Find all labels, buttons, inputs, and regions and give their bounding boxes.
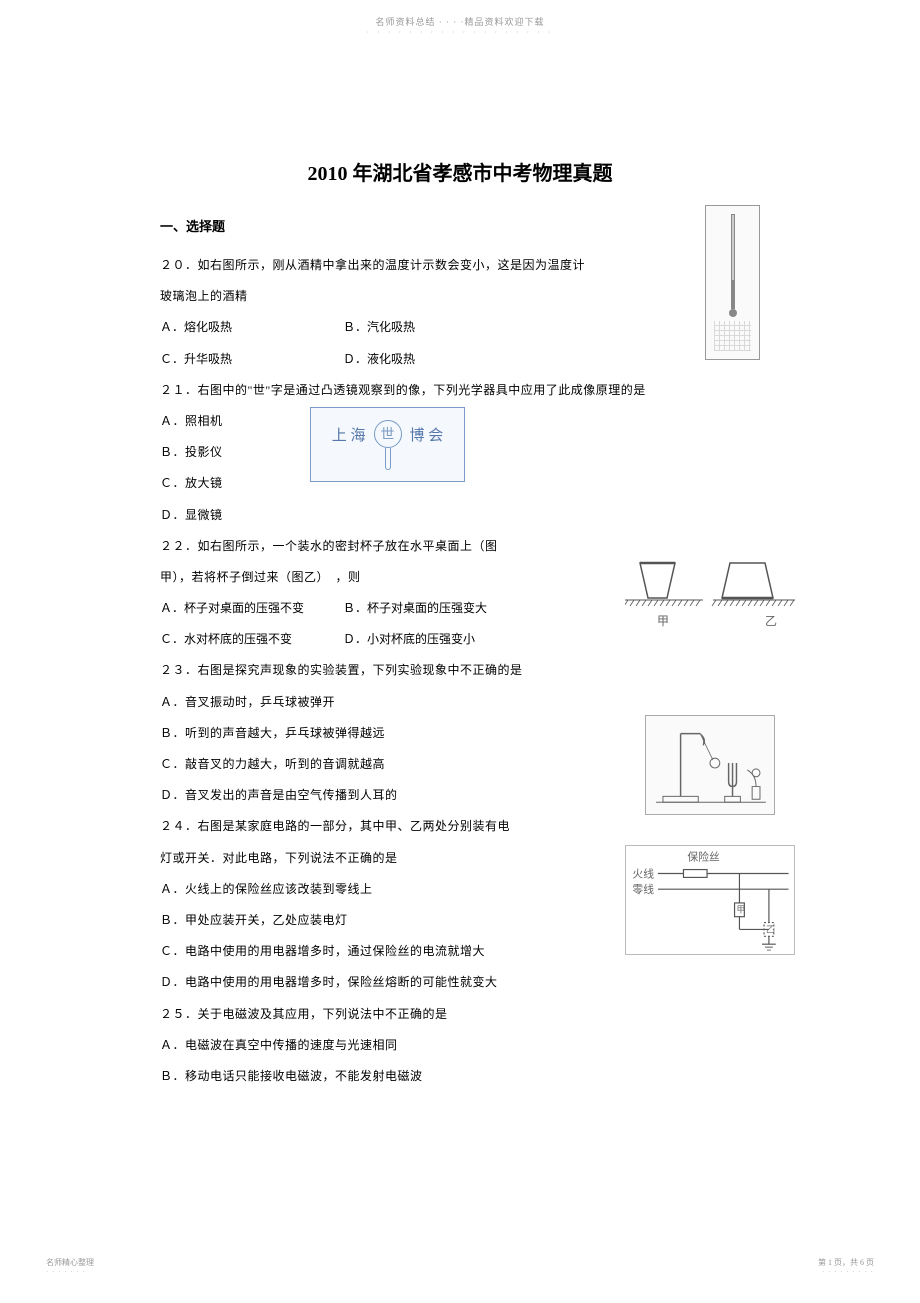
q22-opt-a: Ａ．杯子对桌面的压强不变: [160, 593, 340, 624]
q20-opt-b: Ｂ．汽化吸热: [343, 320, 415, 334]
q25-opt-b: Ｂ．移动电话只能接收电磁波，不能发射电磁波: [160, 1061, 760, 1092]
q20-opt-a: Ａ．熔化吸热: [160, 312, 340, 343]
q20-opt-c: Ｃ．升华吸热: [160, 344, 340, 375]
cup-label-yi: 乙: [765, 614, 777, 628]
section-heading: 一、选择题: [160, 216, 760, 235]
q20-stem-1: ２０．如右图所示，刚从酒精中拿出来的温度计示数会变小，这是因为温度计: [160, 250, 760, 281]
q22-opt-c: Ｃ．水对杯底的压强不变: [160, 624, 340, 655]
q22-opt-d: Ｄ．小对杯底的压强变小: [343, 632, 475, 646]
q24-stem-1: ２４．右图是某家庭电路的一部分，其中甲、乙两处分别装有电: [160, 811, 760, 842]
q20-row-ab: Ａ．熔化吸热 Ｂ．汽化吸热: [160, 312, 760, 343]
lens-text-row: 上 海 世 博 会: [332, 420, 444, 448]
thermometer-grid-icon: [714, 321, 751, 351]
page-title: 2010 年湖北省孝感市中考物理真题: [160, 157, 760, 186]
q23-stem: ２３．右图是探究声现象的实验装置，下列实验现象中不正确的是: [160, 655, 760, 686]
circuit-live-label: 火线: [632, 866, 654, 880]
lens-text-left: 上 海: [332, 424, 366, 445]
q21-stem: ２１．右图中的"世"字是通过凸透镜观察到的像，下列光学器具中应用了此成像原理的是: [160, 375, 760, 406]
cup-label-jia: 甲: [657, 614, 669, 628]
magnifier-icon: 世: [374, 420, 402, 448]
q20-row-cd: Ｃ．升华吸热 Ｄ．液化吸热: [160, 344, 760, 375]
footer-right: 第 1 页，共 6 页: [818, 1257, 874, 1268]
figure-cups: 甲 乙: [625, 553, 795, 633]
thermometer-tube-icon: [731, 214, 735, 309]
circuit-yi-label: 乙: [766, 924, 775, 934]
q23-opt-a: Ａ．音叉振动时，乒乓球被弹开: [160, 687, 760, 718]
q25-stem: ２５．关于电磁波及其应用，下列说法中不正确的是: [160, 999, 760, 1030]
thermometer-bulb-icon: [729, 309, 737, 317]
figure-tuning-fork: [645, 715, 775, 815]
footer-left-dots: · · · · · · ·: [46, 1268, 86, 1276]
q24-opt-d: Ｄ．电路中使用的用电器增多时，保险丝熔断的可能性就变大: [160, 967, 760, 998]
q25-opt-a: Ａ．电磁波在真空中传播的速度与光速相同: [160, 1030, 760, 1061]
header-dots: · · · · · · · · · · · · · · · · · ·: [0, 28, 920, 37]
q21-opt-d: Ｄ．显微镜: [160, 500, 760, 531]
lens-center-char: 世: [374, 420, 402, 448]
footer-left: 名师精心整理: [46, 1257, 94, 1268]
header-watermark: 名师资料总结 · · · ·精品资料欢迎下载: [0, 0, 920, 28]
circuit-neutral-label: 零线: [632, 882, 654, 896]
cups-svg-icon: 甲 乙: [625, 553, 795, 633]
circuit-fuse-label: 保险丝: [687, 850, 720, 864]
q20-opt-d: Ｄ．液化吸热: [343, 352, 415, 366]
q20-stem-2: 玻璃泡上的酒精: [160, 281, 760, 312]
tuning-fork-svg-icon: [646, 716, 774, 814]
lens-text-right: 博 会: [410, 424, 444, 445]
figure-thermometer: [705, 205, 760, 360]
circuit-svg-icon: 保险丝 火线 零线 甲 乙: [626, 846, 794, 954]
lens-handle-icon: [385, 448, 391, 470]
figure-circuit: 保险丝 火线 零线 甲 乙: [625, 845, 795, 955]
footer-right-dots: · · · · · · · · ·: [822, 1268, 874, 1276]
figure-lens: 上 海 世 博 会: [310, 407, 465, 482]
q22-opt-b: Ｂ．杯子对桌面的压强变大: [343, 601, 487, 615]
circuit-jia-label: 甲: [737, 905, 746, 915]
